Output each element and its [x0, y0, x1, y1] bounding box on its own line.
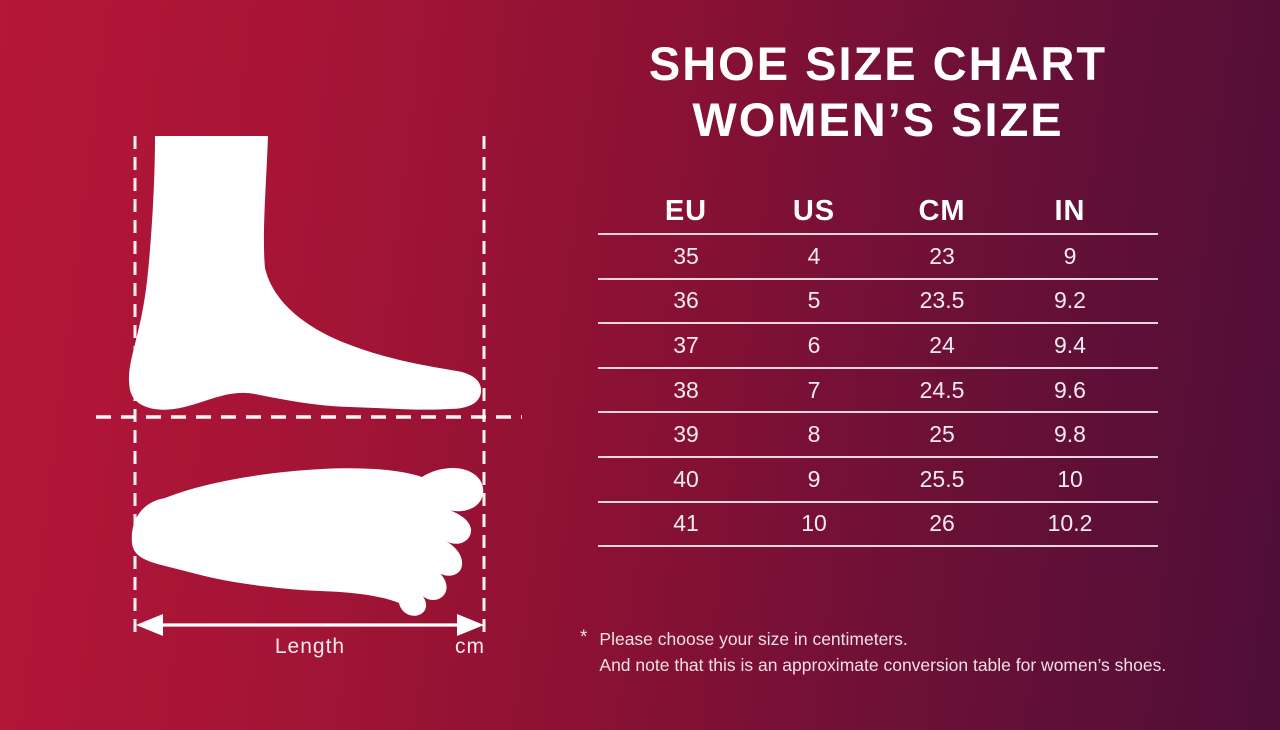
table-cell: 9.6	[1054, 376, 1086, 403]
table-cell: 24	[929, 331, 955, 358]
table-cell: 39	[673, 421, 699, 448]
title-line-2: WOMEN’S SIZE	[692, 93, 1064, 146]
column-header: US	[792, 195, 836, 227]
table-cell: 10.2	[1047, 510, 1093, 537]
length-label: Length	[274, 635, 346, 658]
footnote-marker: *	[580, 627, 588, 648]
table-cell: 9.4	[1054, 331, 1086, 358]
footnote-text: Please choose your size in centimeters. …	[599, 626, 1166, 678]
table-cell: 9	[1063, 242, 1077, 269]
table-cell: 38	[673, 376, 699, 403]
foot-measurement-diagram	[96, 136, 522, 636]
table-header-row: EU US CM IN	[598, 190, 1158, 235]
table-cell: 6	[807, 331, 821, 358]
table-cell: 10	[801, 510, 827, 537]
table-cell: 4	[807, 242, 821, 269]
title-line-1: SHOE SIZE CHART	[648, 37, 1108, 90]
table-row: 36 5 23.5 9.2	[598, 280, 1158, 325]
footnote: * Please choose your size in centimeters…	[580, 626, 1260, 678]
table-cell: 9.8	[1054, 421, 1086, 448]
table-cell: 9.2	[1054, 287, 1086, 314]
table-cell: 37	[673, 331, 699, 358]
table-cell: 24.5	[919, 376, 965, 403]
table-cell: 26	[929, 510, 955, 537]
dashed-guide-lines	[96, 136, 522, 634]
column-header: EU	[664, 195, 708, 227]
footnote-line-2: And note that this is an approximate con…	[599, 655, 1167, 675]
table-cell: 36	[673, 287, 699, 314]
table-row: 37 6 24 9.4	[598, 324, 1158, 369]
table-cell: 25.5	[919, 465, 965, 492]
table-cell: 35	[673, 242, 699, 269]
table-cell: 40	[673, 465, 699, 492]
table-row: 38 7 24.5 9.6	[598, 369, 1158, 414]
column-header: IN	[1054, 195, 1086, 227]
table-row: 41 10 26 10.2	[598, 503, 1158, 548]
length-arrow-icon	[136, 614, 484, 636]
footprint-icon	[131, 467, 484, 616]
column-header: CM	[918, 195, 966, 227]
table-cell: 9	[807, 465, 821, 492]
table-cell: 23.5	[919, 287, 965, 314]
size-conversion-table: EU US CM IN 35 4 23 9 36 5 23.5 9.2 37 6 24 9.4 38 7 24.5…	[598, 190, 1158, 548]
table-cell: 41	[673, 510, 699, 537]
table-row: 40 9 25.5 10	[598, 458, 1158, 503]
unit-label: cm	[455, 635, 485, 658]
footnote-line-1: Please choose your size in centimeters.	[599, 629, 908, 649]
foot-side-icon	[128, 136, 482, 410]
table-cell: 23	[929, 242, 955, 269]
table-cell: 10	[1057, 465, 1083, 492]
table-cell: 7	[807, 376, 821, 403]
table-row: 39 8 25 9.8	[598, 413, 1158, 458]
table-cell: 8	[807, 421, 821, 448]
table-row: 35 4 23 9	[598, 235, 1158, 280]
page-title: SHOE SIZE CHART WOMEN’S SIZE	[598, 36, 1158, 148]
table-body: 35 4 23 9 36 5 23.5 9.2 37 6 24 9.4 38 7 24.5 9.6 39 8 25 9…	[598, 235, 1158, 548]
table-cell: 25	[929, 421, 955, 448]
table-cell: 5	[807, 287, 821, 314]
